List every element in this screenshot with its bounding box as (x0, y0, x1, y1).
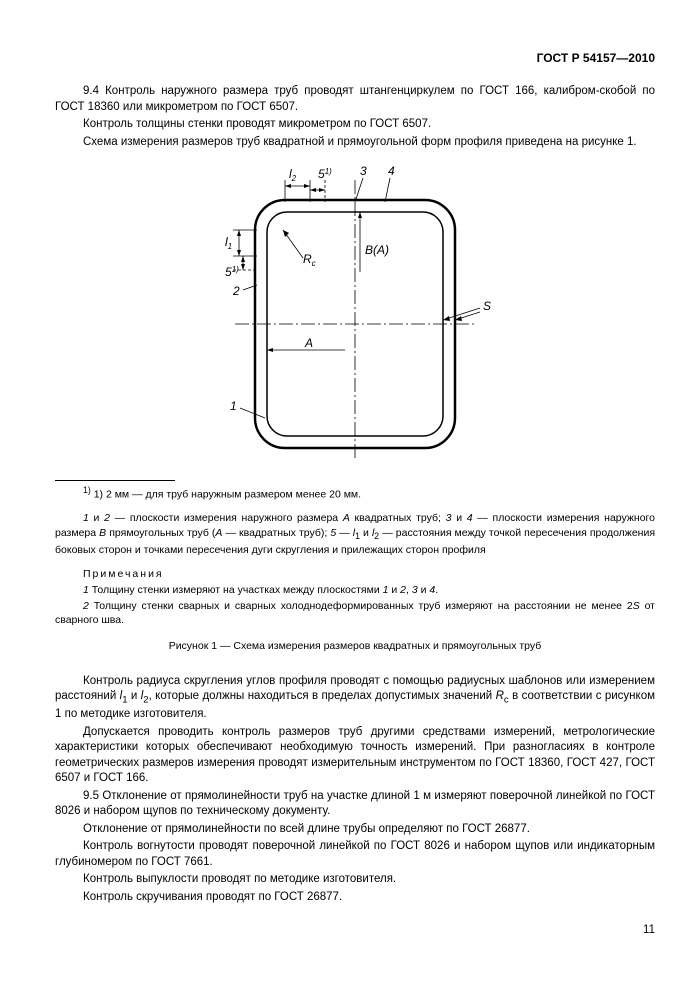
label-3: 3 (360, 164, 367, 178)
para-twist: Контроль скручивания проводят по ГОСТ 26… (55, 890, 655, 906)
page-number: 11 (55, 923, 655, 939)
note-1: 1 Толщину стенки измеряют на участках ме… (55, 583, 655, 597)
footnote-1: 1) 1) 2 мм — для труб наружным размером … (55, 485, 655, 502)
label-5-left: 51) (225, 265, 239, 279)
label-5-top: 51) (318, 167, 332, 181)
para-radius: Контроль радиуса скругления углов профил… (55, 674, 655, 723)
footnote-rule (55, 480, 175, 481)
figure-1-diagram: l2 l1 51) 51) 3 4 2 1 Rc B(A) A S (55, 160, 655, 466)
para-concavity: Контроль вогнутости проводят поверочной … (55, 839, 655, 870)
label-4: 4 (388, 164, 395, 178)
figure-caption: Рисунок 1 — Схема измерения размеров ква… (55, 639, 655, 653)
note-2: 2 Толщину стенки сварных и сварных холод… (55, 599, 655, 627)
para-9-4: 9.4 Контроль наружного размера труб пров… (55, 84, 655, 115)
para-scheme: Схема измерения размеров труб квадратной… (55, 135, 655, 151)
notes-heading: Примечания (55, 567, 655, 581)
label-1: 1 (230, 399, 237, 413)
para-convexity: Контроль выпуклости проводят по методике… (55, 872, 655, 888)
para-thickness: Контроль толщины стенки проводят микроме… (55, 117, 655, 133)
para-straightness: Отклонение от прямолинейности по всей дл… (55, 822, 655, 838)
figure-legend: 1 и 2 — плоскости измерения наружного ра… (55, 511, 655, 556)
document-header: ГОСТ Р 54157—2010 (55, 50, 655, 66)
label-l2: l2 (289, 167, 297, 183)
para-other-means: Допускается проводить контроль размеров … (55, 725, 655, 787)
label-s: S (483, 299, 491, 313)
label-a: A (304, 336, 313, 350)
label-2: 2 (232, 284, 240, 298)
label-l1: l1 (225, 235, 232, 251)
label-rc: Rc (303, 252, 316, 268)
para-9-5: 9.5 Отклонение от прямолинейности труб н… (55, 789, 655, 820)
label-ba: B(A) (365, 243, 389, 257)
